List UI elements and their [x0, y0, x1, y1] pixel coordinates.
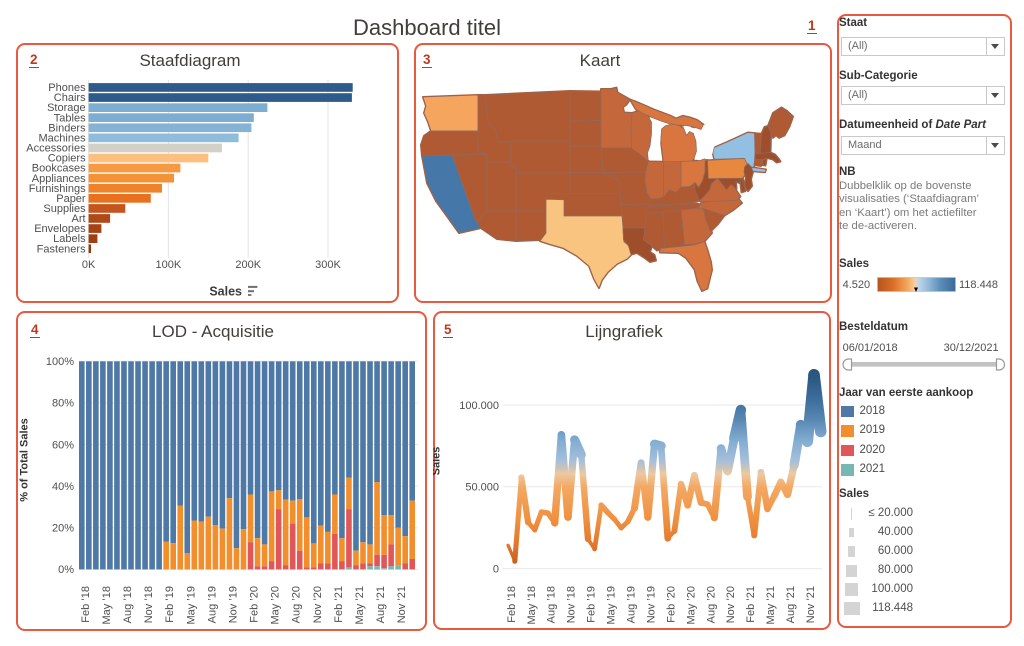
svg-text:Accessories: Accessories — [26, 143, 86, 155]
svg-text:80%: 80% — [52, 398, 74, 410]
svg-text:Aug ’20: Aug ’20 — [705, 586, 717, 623]
svg-text:Fasteners: Fasteners — [37, 243, 86, 255]
svg-text:Labels: Labels — [53, 233, 86, 245]
svg-text:Copiers: Copiers — [48, 153, 86, 165]
svg-text:0%: 0% — [58, 564, 74, 576]
svg-text:Machines: Machines — [39, 132, 87, 144]
svg-text:May ’20: May ’20 — [270, 586, 282, 625]
svg-text:Feb ’19: Feb ’19 — [164, 586, 176, 623]
svg-text:Furnishings: Furnishings — [29, 183, 86, 195]
svg-text:Aug ’19: Aug ’19 — [626, 586, 638, 623]
svg-text:Feb ’20: Feb ’20 — [665, 586, 677, 623]
svg-text:Storage: Storage — [47, 102, 86, 114]
svg-text:Paper: Paper — [56, 193, 86, 205]
svg-text:Nov ’18: Nov ’18 — [566, 586, 578, 623]
svg-text:Nov ’20: Nov ’20 — [725, 586, 737, 623]
svg-text:40%: 40% — [52, 481, 74, 493]
svg-text:May ’19: May ’19 — [606, 586, 618, 625]
svg-text:100K: 100K — [156, 259, 182, 271]
svg-text:May ’18: May ’18 — [101, 586, 113, 625]
svg-text:Feb ’19: Feb ’19 — [586, 586, 598, 623]
svg-text:May ’19: May ’19 — [185, 586, 197, 625]
svg-text:Feb ’20: Feb ’20 — [249, 586, 261, 623]
svg-text:Chairs: Chairs — [54, 92, 86, 104]
svg-text:May ’21: May ’21 — [354, 586, 366, 625]
svg-text:50.000: 50.000 — [465, 482, 499, 494]
svg-text:Aug ’21: Aug ’21 — [375, 586, 387, 623]
svg-text:Tables: Tables — [54, 112, 86, 124]
svg-text:Binders: Binders — [48, 122, 86, 134]
svg-text:Feb ’21: Feb ’21 — [745, 586, 757, 623]
svg-text:Nov ’19: Nov ’19 — [228, 586, 240, 623]
svg-text:Nov ’19: Nov ’19 — [646, 586, 658, 623]
svg-text:Appliances: Appliances — [32, 173, 86, 185]
svg-text:May ’20: May ’20 — [685, 586, 697, 625]
svg-text:100.000: 100.000 — [459, 400, 499, 412]
svg-text:200K: 200K — [235, 259, 261, 271]
svg-text:300K: 300K — [315, 259, 341, 271]
svg-text:Envelopes: Envelopes — [34, 223, 86, 235]
svg-text:% of Total Sales: % of Total Sales — [19, 418, 31, 502]
svg-text:60%: 60% — [52, 439, 74, 451]
svg-text:Feb ’21: Feb ’21 — [333, 586, 345, 623]
svg-text:May ’21: May ’21 — [765, 586, 777, 625]
svg-text:Bookcases: Bookcases — [32, 163, 86, 175]
svg-text:May ’18: May ’18 — [526, 586, 538, 625]
svg-text:Nov ’18: Nov ’18 — [143, 586, 155, 623]
svg-text:Aug ’18: Aug ’18 — [546, 586, 558, 623]
svg-text:Nov ’21: Nov ’21 — [805, 586, 817, 623]
svg-text:20%: 20% — [52, 523, 74, 535]
svg-text:Sales: Sales — [209, 285, 242, 299]
svg-text:Aug ’21: Aug ’21 — [785, 586, 797, 623]
svg-text:Nov ’20: Nov ’20 — [312, 586, 324, 623]
svg-text:Feb ’18: Feb ’18 — [80, 586, 92, 623]
svg-text:Art: Art — [72, 213, 86, 225]
svg-text:0: 0 — [493, 563, 499, 575]
svg-text:Aug ’19: Aug ’19 — [206, 586, 218, 623]
svg-text:Supplies: Supplies — [43, 203, 86, 215]
svg-text:Aug ’20: Aug ’20 — [291, 586, 303, 623]
svg-text:Feb ’18: Feb ’18 — [506, 586, 518, 623]
svg-text:0K: 0K — [82, 259, 96, 271]
svg-text:Sales: Sales — [433, 447, 443, 476]
svg-text:Nov ’21: Nov ’21 — [396, 586, 408, 623]
svg-text:Aug ’18: Aug ’18 — [122, 586, 134, 623]
svg-text:100%: 100% — [46, 356, 74, 368]
svg-text:Phones: Phones — [48, 82, 86, 94]
